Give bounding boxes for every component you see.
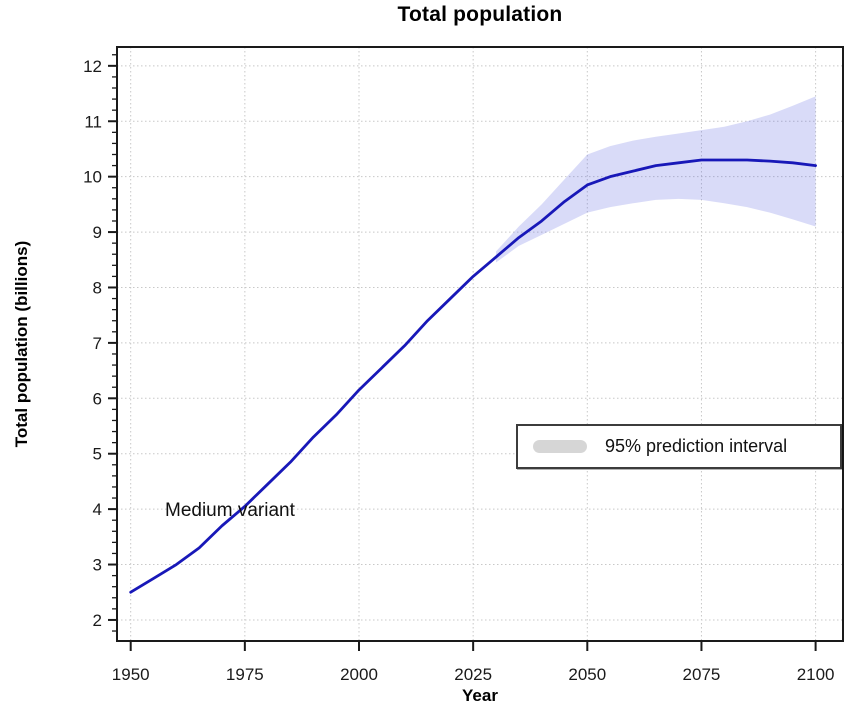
x-tick-label: 2050 [568, 665, 606, 684]
y-tick-label: 5 [93, 445, 102, 464]
prediction-interval-swatch-icon [533, 440, 587, 453]
x-tick-label: 2025 [454, 665, 492, 684]
y-tick-label: 9 [93, 223, 102, 242]
plot-border [116, 46, 844, 642]
population-line [129, 158, 818, 594]
y-tick-label: 6 [93, 389, 102, 408]
y-tick-label: 7 [93, 334, 102, 353]
y-tick-label: 2 [93, 611, 102, 630]
x-tick-label: 2075 [683, 665, 721, 684]
x-axis-label: Year [462, 686, 498, 705]
x-tick-label: 2100 [797, 665, 835, 684]
x-tick-label: 1950 [112, 665, 150, 684]
x-tick-label: 2000 [340, 665, 378, 684]
medium-variant-annotation: Medium variant [165, 500, 295, 521]
y-tick-label: 3 [93, 556, 102, 575]
y-tick-label: 4 [93, 500, 102, 519]
y-tick-label: 11 [84, 112, 102, 131]
grid-lines [117, 47, 843, 641]
prediction-band [495, 96, 816, 263]
x-tick-label: 1975 [226, 665, 264, 684]
y-axis-label: Total population (billions) [12, 240, 31, 448]
y-tick-label: 10 [83, 168, 102, 187]
y-tick-label: 8 [93, 278, 102, 297]
legend-box: 95% prediction interval [516, 424, 842, 469]
chart-title: Total population [397, 3, 563, 26]
x-axis-ticks: 1950 1975 2000 2025 2050 2075 2100 [112, 642, 835, 684]
y-axis-ticks: 2 3 4 5 6 7 8 9 10 11 12 [83, 54, 117, 632]
y-tick-label: 12 [83, 57, 102, 76]
legend-label: 95% prediction interval [605, 436, 788, 456]
